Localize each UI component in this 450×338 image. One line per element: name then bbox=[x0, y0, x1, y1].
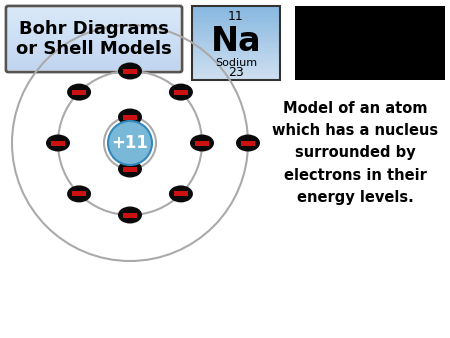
Bar bbox=[192, 8, 280, 11]
Bar bbox=[174, 90, 188, 95]
Bar bbox=[8, 54, 180, 57]
Text: Sodium: Sodium bbox=[215, 58, 257, 68]
Bar bbox=[192, 50, 280, 53]
Bar bbox=[192, 65, 280, 68]
Bar bbox=[8, 8, 180, 11]
Bar bbox=[8, 33, 180, 36]
Ellipse shape bbox=[67, 83, 91, 101]
Text: Na: Na bbox=[211, 25, 261, 58]
Bar bbox=[295, 6, 445, 80]
Bar bbox=[123, 115, 137, 120]
Bar bbox=[192, 63, 280, 65]
Ellipse shape bbox=[236, 135, 260, 151]
Bar bbox=[192, 28, 280, 31]
Bar bbox=[192, 26, 280, 28]
Bar bbox=[192, 18, 280, 21]
Bar bbox=[8, 27, 180, 30]
Bar bbox=[192, 48, 280, 50]
Bar bbox=[192, 58, 280, 60]
Bar bbox=[8, 24, 180, 27]
Bar bbox=[8, 51, 180, 54]
Bar bbox=[8, 45, 180, 48]
Bar bbox=[192, 60, 280, 63]
Bar bbox=[192, 14, 280, 16]
Bar bbox=[192, 6, 280, 80]
Bar bbox=[123, 213, 137, 217]
Bar bbox=[123, 69, 137, 73]
Bar bbox=[8, 42, 180, 45]
Bar bbox=[72, 90, 86, 95]
Bar bbox=[192, 73, 280, 75]
Bar bbox=[192, 46, 280, 48]
Bar bbox=[192, 33, 280, 35]
Bar bbox=[8, 39, 180, 42]
Bar bbox=[8, 17, 180, 20]
Bar bbox=[72, 191, 86, 196]
Bar bbox=[8, 30, 180, 33]
Bar bbox=[192, 77, 280, 80]
Ellipse shape bbox=[118, 108, 142, 125]
Text: Bohr Diagrams
or Shell Models: Bohr Diagrams or Shell Models bbox=[16, 20, 172, 58]
Bar bbox=[8, 36, 180, 39]
Bar bbox=[8, 11, 180, 14]
Ellipse shape bbox=[108, 121, 152, 165]
Bar bbox=[195, 141, 209, 145]
Bar bbox=[51, 141, 65, 145]
Text: 11: 11 bbox=[228, 10, 244, 24]
Bar bbox=[174, 191, 188, 196]
Bar bbox=[192, 31, 280, 33]
Bar bbox=[8, 67, 180, 70]
Bar bbox=[8, 48, 180, 51]
Bar bbox=[123, 167, 137, 171]
Text: Model of an atom
which has a nucleus
surrounded by
electrons in their
energy lev: Model of an atom which has a nucleus sur… bbox=[272, 101, 438, 205]
Ellipse shape bbox=[118, 63, 142, 79]
Ellipse shape bbox=[118, 161, 142, 177]
Bar bbox=[8, 64, 180, 67]
Ellipse shape bbox=[46, 135, 70, 151]
Bar bbox=[192, 68, 280, 70]
Bar bbox=[8, 61, 180, 64]
Bar bbox=[8, 20, 180, 24]
Ellipse shape bbox=[169, 186, 193, 202]
Ellipse shape bbox=[118, 207, 142, 223]
Bar bbox=[192, 38, 280, 41]
Bar bbox=[192, 70, 280, 73]
Bar bbox=[8, 57, 180, 61]
Bar bbox=[192, 41, 280, 43]
Bar bbox=[192, 43, 280, 46]
Bar bbox=[192, 75, 280, 77]
Ellipse shape bbox=[67, 186, 91, 202]
Bar bbox=[8, 14, 180, 17]
Bar bbox=[192, 6, 280, 8]
Bar bbox=[192, 21, 280, 23]
Ellipse shape bbox=[190, 135, 214, 151]
Bar bbox=[192, 23, 280, 26]
Bar bbox=[192, 53, 280, 55]
Bar bbox=[241, 141, 255, 145]
Bar bbox=[192, 35, 280, 38]
Text: +11: +11 bbox=[112, 134, 148, 152]
Bar bbox=[192, 11, 280, 14]
Bar bbox=[192, 16, 280, 18]
Bar bbox=[192, 55, 280, 58]
Ellipse shape bbox=[169, 83, 193, 101]
Text: 23: 23 bbox=[228, 67, 244, 79]
